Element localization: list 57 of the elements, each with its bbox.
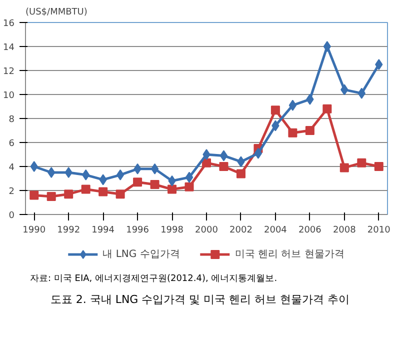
x-tick-label: 2010 xyxy=(367,226,391,236)
point xyxy=(81,184,90,194)
text: 도표 2. 국내 LNG 수입가격 및 미국 헨리 허브 현물가격 추이 xyxy=(50,292,350,308)
point xyxy=(98,187,108,196)
point xyxy=(30,161,38,172)
point xyxy=(64,190,74,199)
y-tick-label: 14 xyxy=(3,43,15,53)
point xyxy=(254,148,262,159)
point xyxy=(288,100,297,111)
y-tick-label: 0 xyxy=(8,211,15,221)
x-tick-label: 2006 xyxy=(298,226,322,236)
y-tick-label: 12 xyxy=(3,67,14,77)
point xyxy=(323,41,331,52)
x-tick-label: 1992 xyxy=(57,226,80,236)
point xyxy=(374,162,384,171)
point xyxy=(202,149,210,160)
x-tick-label: 2004 xyxy=(264,226,288,236)
legend-label: 미국 헨리 허브 현물가격 xyxy=(234,248,344,261)
point xyxy=(150,180,160,189)
x-tick-label: 2000 xyxy=(195,226,218,236)
y-tick-label: 8 xyxy=(8,115,15,125)
point xyxy=(220,150,228,162)
x-tick-label: 2008 xyxy=(332,226,356,236)
point xyxy=(322,104,332,114)
point xyxy=(305,126,314,135)
point xyxy=(184,182,194,192)
point xyxy=(168,184,177,194)
x-tick-label: 1996 xyxy=(126,226,150,236)
point xyxy=(150,163,159,174)
y-tick-label: 2 xyxy=(8,187,15,197)
point xyxy=(202,158,211,168)
point xyxy=(48,167,56,178)
legend-label: 내 LNG 수입가격 xyxy=(102,248,180,261)
point xyxy=(116,190,125,199)
point xyxy=(375,59,383,70)
x-tick-label: 1998 xyxy=(160,226,184,236)
y-tick-label: 16 xyxy=(3,19,15,29)
x-tick-label: 1990 xyxy=(22,226,46,236)
point xyxy=(340,163,349,172)
text: 자료: 미국 EIA, 에너지경제연구원(2012.4), 에너지통계월보. xyxy=(30,273,278,286)
x-tick-label: 1994 xyxy=(92,226,115,236)
point xyxy=(46,192,56,201)
point xyxy=(270,106,280,115)
point xyxy=(219,162,228,171)
point xyxy=(236,169,246,178)
point xyxy=(185,172,194,183)
y-axis-title: (US$/MMBTU) xyxy=(26,8,88,18)
y-tick-label: 4 xyxy=(8,163,15,173)
y-tick-label: 6 xyxy=(8,139,15,149)
x-tick-label: 2002 xyxy=(230,226,252,236)
y-tick-label: 10 xyxy=(3,91,15,101)
point xyxy=(30,190,39,200)
point xyxy=(64,167,72,178)
point xyxy=(357,158,366,168)
point xyxy=(116,169,124,180)
point xyxy=(133,178,142,187)
point xyxy=(288,128,298,138)
